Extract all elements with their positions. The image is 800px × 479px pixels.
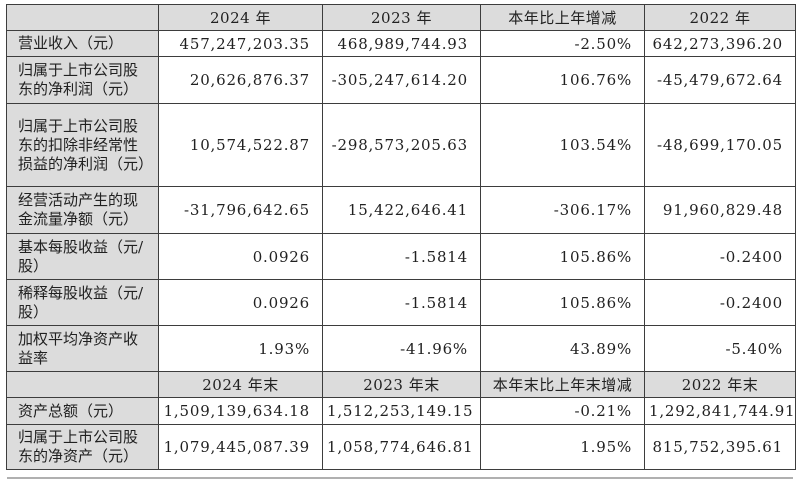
column-header-cell: 本年比上年增减 [480,4,645,31]
column-header-cell: 2024 年末 [158,371,323,398]
value-cell: 1,058,774,646.81 [322,424,481,470]
value-cell: 0.0926 [158,233,323,280]
value-cell: 1,509,139,634.18 [158,397,323,425]
corner-header-cell [6,4,159,31]
value-cell: -5.40% [644,325,796,372]
column-header-cell: 本年末比上年末增减 [480,371,645,398]
value-cell: 1,512,253,149.15 [322,397,481,425]
corner-header-cell [6,371,159,398]
value-cell: -0.2400 [644,233,796,280]
value-cell: 1.93% [158,325,323,372]
value-cell: -2.50% [480,30,645,57]
table-row: 稀释每股收益（元/股） 0.0926 -1.5814 105.86% -0.2400 [6,279,796,326]
row-label-cell: 归属于上市公司股东的净资产（元） [6,424,159,470]
row-label-cell: 归属于上市公司股东的扣除非经常性损益的净利润（元） [6,103,159,187]
row-label-cell: 资产总额（元） [6,397,159,425]
column-header-cell: 2024 年 [158,4,323,31]
row-label-cell: 经营活动产生的现金流量净额（元） [6,186,159,234]
column-header-cell: 2023 年 [322,4,481,31]
value-cell: -298,573,205.63 [322,103,481,187]
financial-summary-table: 2024 年 2023 年本年比上年增减 2022 年营业收入（元） 457,247,… [6,4,796,470]
value-cell: 43.89% [480,325,645,372]
column-header-cell: 2023 年末 [322,371,481,398]
table-row: 资产总额（元） 1,509,139,634.18 1,512,253,149.15-… [6,397,796,425]
value-cell: 457,247,203.35 [158,30,323,57]
next-row-top-edge [7,477,793,479]
table-row: 加权平均净资产收益率 1.93% -41.96% 43.89% -5.40% [6,325,796,372]
value-cell: -48,699,170.05 [644,103,796,187]
column-header-cell: 2022 年 [644,4,796,31]
row-label-cell: 基本每股收益（元/股） [6,233,159,280]
table-header-row: 2024 年 2023 年本年比上年增减 2022 年 [6,4,796,31]
value-cell: 815,752,395.61 [644,424,796,470]
value-cell: -31,796,642.65 [158,186,323,234]
table-header-row: 2024 年末 2023 年末 本年末比上年末增减 2022 年末 [6,371,796,398]
value-cell: -45,479,672.64 [644,56,796,104]
row-label-cell: 归属于上市公司股东的净利润（元） [6,56,159,104]
value-cell: 105.86% [480,233,645,280]
row-label-cell: 加权平均净资产收益率 [6,325,159,372]
value-cell: -305,247,614.20 [322,56,481,104]
value-cell: -41.96% [322,325,481,372]
value-cell: 10,574,522.87 [158,103,323,187]
value-cell: 1,292,841,744.91 [644,397,796,425]
row-label-cell: 营业收入（元） [6,30,159,57]
value-cell: 468,989,744.93 [322,30,481,57]
table-row: 归属于上市公司股东的扣除非经常性损益的净利润（元） 10,574,522.87 -2… [6,103,796,187]
value-cell: 642,273,396.20 [644,30,796,57]
value-cell: 15,422,646.41 [322,186,481,234]
value-cell: 1.95% [480,424,645,470]
table-row: 归属于上市公司股东的净资产（元） 1,079,445,087.39 1,058,77… [6,424,796,470]
value-cell: -1.5814 [322,233,481,280]
table-body: 2024 年 2023 年本年比上年增减 2022 年营业收入（元） 457,247,… [6,4,796,470]
row-label-cell: 稀释每股收益（元/股） [6,279,159,326]
value-cell: 20,626,876.37 [158,56,323,104]
value-cell: -1.5814 [322,279,481,326]
table-row: 归属于上市公司股东的净利润（元） 20,626,876.37 -305,247,61… [6,56,796,104]
value-cell: -306.17% [480,186,645,234]
financial-summary-page: 2024 年 2023 年本年比上年增减 2022 年营业收入（元） 457,247,… [0,4,800,479]
table-row: 经营活动产生的现金流量净额（元） -31,796,642.65 15,422,646… [6,186,796,234]
value-cell: 103.54% [480,103,645,187]
value-cell: 0.0926 [158,279,323,326]
table-row: 营业收入（元） 457,247,203.35 468,989,744.93 -2.50… [6,30,796,57]
value-cell: -0.21% [480,397,645,425]
value-cell: -0.2400 [644,279,796,326]
value-cell: 106.76% [480,56,645,104]
value-cell: 105.86% [480,279,645,326]
column-header-cell: 2022 年末 [644,371,796,398]
table-row: 基本每股收益（元/股） 0.0926 -1.5814 105.86% -0.2400 [6,233,796,280]
value-cell: 91,960,829.48 [644,186,796,234]
value-cell: 1,079,445,087.39 [158,424,323,470]
